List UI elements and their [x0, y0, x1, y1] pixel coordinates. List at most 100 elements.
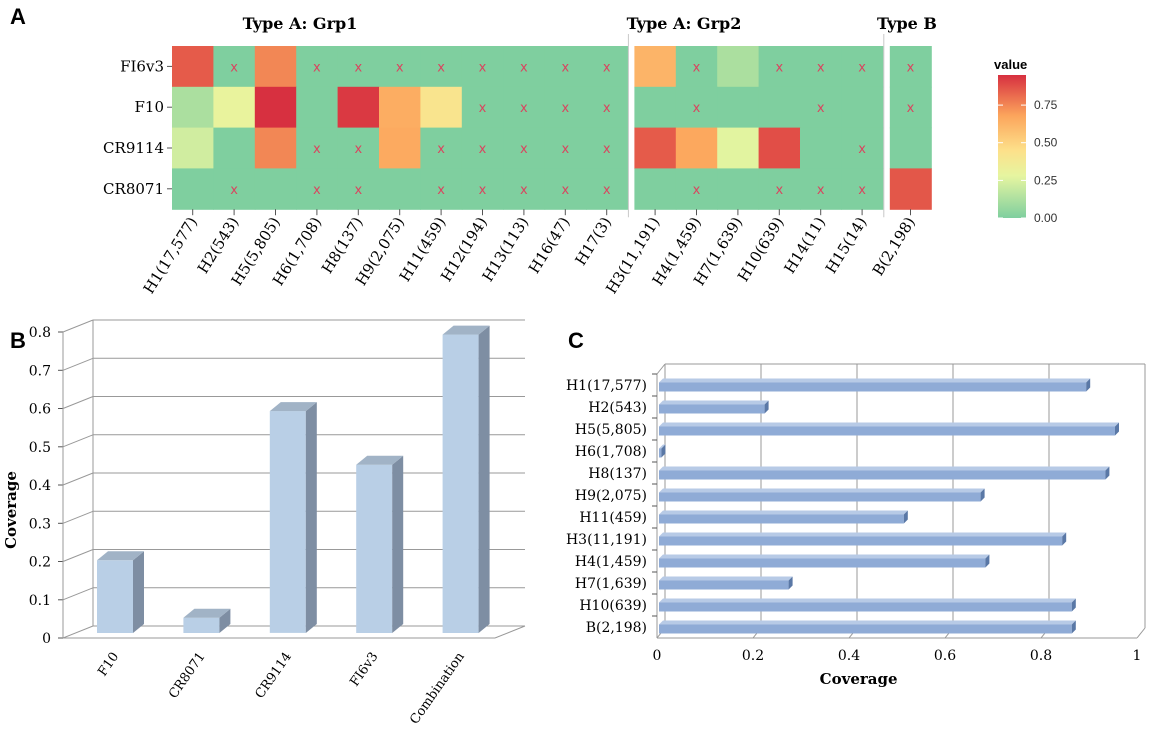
heatmap-x-mark: x: [479, 142, 487, 157]
heatmap-cell: [337, 168, 380, 210]
hbar-top: [659, 444, 666, 449]
bar-f10: [97, 560, 133, 633]
y-axis-title: Coverage: [2, 471, 20, 549]
hbar-top: [659, 378, 1091, 383]
hbar: [659, 382, 1087, 392]
heatmap-cell: [461, 168, 504, 210]
heatmap-cell: [461, 127, 504, 169]
heatmap-x-mark: x: [603, 142, 611, 157]
heatmap-row-label: CR8071: [103, 180, 164, 198]
y-tick-label: 0.4: [29, 478, 51, 494]
heatmap-cell: [634, 86, 677, 129]
heatmap-cell: [544, 127, 587, 169]
bar-side: [133, 551, 144, 633]
hbar-end: [985, 554, 990, 568]
hbar-top: [659, 488, 985, 493]
heatmap-cell: [586, 127, 628, 169]
heatmap-cell: [213, 127, 256, 169]
y-tick-label: 0.8: [29, 325, 51, 341]
y-tick-label: 0: [42, 631, 51, 647]
heatmap-cell: [800, 127, 842, 169]
legend-title: value: [994, 57, 1027, 72]
heatmap-cell: [544, 168, 587, 210]
y-tick-label: 0.3: [29, 516, 51, 532]
heatmap-x-mark: x: [817, 183, 825, 198]
bar-cr8071: [183, 617, 220, 633]
x-tick-label: 1: [1133, 648, 1142, 664]
hbar: [659, 404, 765, 414]
hbar-end: [1115, 422, 1119, 436]
heatmap-cell: [337, 46, 380, 88]
heatmap-cell: [889, 168, 932, 210]
bar-fi6v3: [356, 464, 393, 633]
heatmap-cell: [634, 168, 677, 210]
heatmap-cell: [841, 46, 884, 88]
y-category-label: H8(137): [588, 466, 647, 482]
heatmap-x-mark: x: [858, 60, 866, 75]
hbar-top: [659, 576, 793, 581]
hbar: [659, 580, 789, 590]
y-category-label: H11(459): [579, 510, 647, 526]
heatmap-cell: [717, 46, 760, 88]
legend-tick-label: 0.75: [1034, 98, 1058, 112]
x-category-label: F10: [95, 650, 122, 680]
y-category-label: H7(1,639): [575, 576, 647, 592]
floor-diagonal: [1136, 627, 1146, 639]
heatmap-x-mark: x: [437, 183, 445, 198]
x-tick-label: 0: [653, 648, 662, 664]
heatmap-cell: [420, 127, 463, 169]
bar-side: [305, 402, 317, 633]
heatmap-x-mark: x: [907, 60, 915, 75]
heatmap-cell: [889, 127, 932, 169]
hbar-end: [980, 488, 985, 502]
heatmap-cell: [586, 46, 628, 88]
hbar-top: [659, 620, 1076, 625]
heatmap-x-mark: x: [313, 142, 321, 157]
hbar: [659, 514, 904, 524]
heatmap-cell: [254, 127, 297, 169]
heatmap-col-label: H15(14): [822, 214, 871, 277]
hbar-end: [1086, 378, 1091, 392]
x-axis-title: Coverage: [820, 670, 898, 688]
y-category-label: H6(1,708): [575, 444, 647, 460]
y-category-label: H1(17,577): [566, 378, 647, 394]
heatmap-x-mark: x: [693, 101, 701, 116]
heatmap-x-mark: x: [603, 101, 611, 116]
heatmap-cell: [675, 46, 718, 88]
heatmap-cell: [675, 86, 718, 129]
bar-cr9114: [269, 411, 306, 633]
hbar: [659, 426, 1115, 436]
bar-side: [219, 608, 231, 633]
bar-top: [97, 551, 144, 561]
bar-top: [356, 455, 404, 465]
bar-top: [269, 402, 317, 412]
heatmap-x-mark: x: [354, 183, 362, 198]
heatmap-cell: [296, 127, 339, 169]
coverage-bar-chart: Coverage 0 0.1 0.2 0.3 0.4 0.5 0.6 0.7 0.8 F10 CR80…: [2, 319, 526, 727]
heatmap-cell: [337, 86, 380, 129]
hbar: [659, 448, 662, 458]
x-tick-label: 0.8: [1030, 648, 1052, 664]
subtype-coverage-chart: 0 0.2 0.4 0.6 0.8 1 Coverage H1(17,577) H2(543) H…: [566, 363, 1146, 688]
heatmap-cell: [634, 127, 677, 169]
wall-corner: [656, 363, 666, 375]
grid-diagonal: [62, 319, 94, 333]
y-category-label: H5(5,805): [575, 422, 647, 438]
heatmap-cell: [544, 46, 587, 88]
grid-diagonal: [62, 357, 94, 371]
heatmap-cell: [758, 127, 801, 169]
heatmap-cell: [717, 86, 760, 129]
legend-tick-label: 0.25: [1034, 173, 1058, 187]
heatmap-cell: [717, 127, 760, 169]
heatmap-cell: [800, 168, 842, 210]
heatmap-x-mark: x: [693, 183, 701, 198]
heatmap-x-mark: x: [520, 183, 528, 198]
heatmap-col-label: H16(47): [525, 214, 574, 277]
hbar: [659, 492, 981, 502]
y-category-label: H10(639): [579, 598, 647, 614]
heatmap-group-title: Type A: Grp2: [627, 14, 742, 33]
x-tick-label: 0.4: [838, 648, 860, 664]
heatmap-cell: [420, 168, 463, 210]
heatmap-cell: [296, 46, 339, 88]
